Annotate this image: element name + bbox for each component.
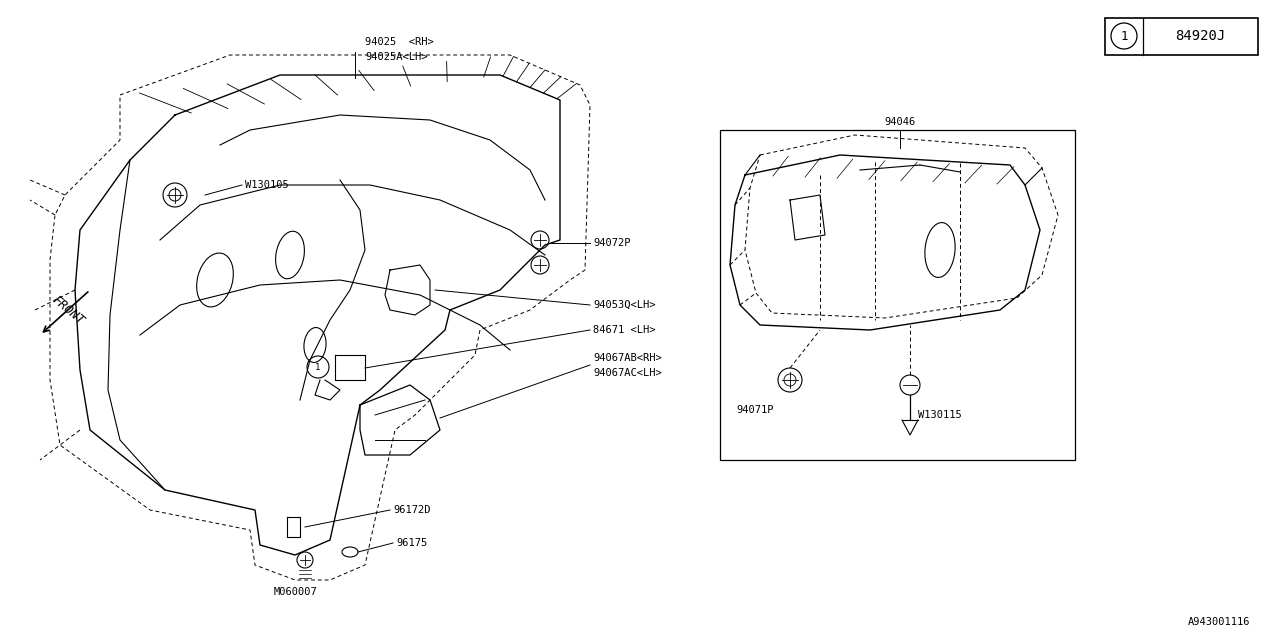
Text: W130105: W130105 — [244, 180, 289, 190]
Bar — [1105, 18, 1258, 55]
Text: 96172D: 96172D — [393, 505, 430, 515]
Text: FRONT: FRONT — [50, 293, 87, 327]
Text: 94067AB<RH>: 94067AB<RH> — [593, 353, 662, 363]
Text: 94025  <RH>: 94025 <RH> — [365, 37, 434, 47]
Text: 94072P: 94072P — [593, 238, 631, 248]
Text: 94067AC<LH>: 94067AC<LH> — [593, 368, 662, 378]
Bar — [719, 130, 1075, 460]
Text: A943001116: A943001116 — [1188, 617, 1251, 627]
Text: 96175: 96175 — [396, 538, 428, 548]
Text: 84920J: 84920J — [1175, 29, 1225, 43]
Text: W130115: W130115 — [918, 410, 961, 420]
Text: M060007: M060007 — [273, 587, 317, 597]
Text: 1: 1 — [1120, 29, 1128, 42]
Text: 84671 <LH>: 84671 <LH> — [593, 325, 655, 335]
Text: 94046: 94046 — [884, 117, 915, 127]
Text: 94053Q<LH>: 94053Q<LH> — [593, 300, 655, 310]
Text: 1: 1 — [315, 362, 321, 371]
Text: 94025A<LH>: 94025A<LH> — [365, 52, 428, 62]
Text: 94071P: 94071P — [736, 405, 773, 415]
